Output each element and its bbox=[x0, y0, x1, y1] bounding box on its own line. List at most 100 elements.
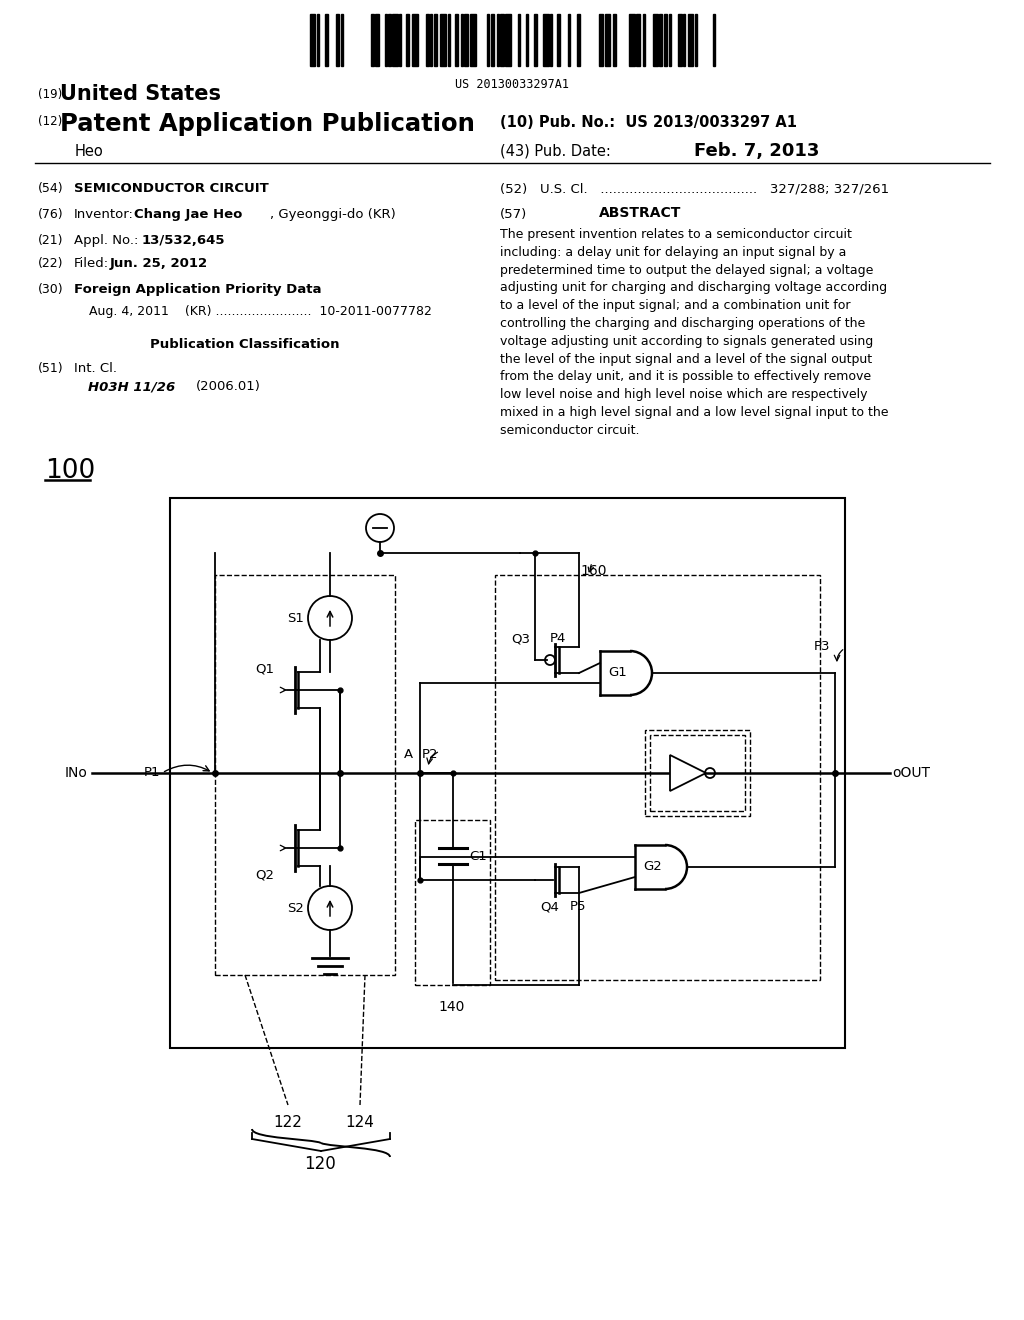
Text: (52)   U.S. Cl.   ......................................   327/288; 327/261: (52) U.S. Cl. ..........................… bbox=[500, 182, 889, 195]
Text: S1: S1 bbox=[287, 611, 304, 624]
Bar bbox=[629, 15, 635, 66]
Bar bbox=[170, 498, 845, 1048]
Text: (22): (22) bbox=[38, 257, 63, 271]
Text: P5: P5 bbox=[570, 900, 587, 913]
Text: 13/532,645: 13/532,645 bbox=[142, 234, 225, 247]
Text: Publication Classification: Publication Classification bbox=[150, 338, 340, 351]
Text: 140: 140 bbox=[439, 1001, 465, 1014]
Bar bbox=[688, 15, 693, 66]
Text: (54): (54) bbox=[38, 182, 63, 195]
Bar bbox=[426, 15, 429, 66]
Text: C1: C1 bbox=[469, 850, 486, 862]
Bar bbox=[500, 15, 504, 66]
Text: , Gyeonggi-do (KR): , Gyeonggi-do (KR) bbox=[270, 209, 395, 220]
Bar bbox=[636, 15, 640, 66]
Text: 100: 100 bbox=[45, 458, 95, 484]
Text: Feb. 7, 2013: Feb. 7, 2013 bbox=[694, 143, 819, 160]
Text: Q2: Q2 bbox=[256, 869, 274, 880]
Text: Chang Jae Heo: Chang Jae Heo bbox=[134, 209, 243, 220]
Bar bbox=[325, 15, 328, 66]
Text: Filed:: Filed: bbox=[74, 257, 110, 271]
Text: (51): (51) bbox=[38, 362, 63, 375]
Text: (76): (76) bbox=[38, 209, 63, 220]
Text: S2: S2 bbox=[287, 902, 304, 915]
Bar bbox=[310, 15, 315, 66]
Bar bbox=[550, 15, 552, 66]
Bar bbox=[415, 820, 490, 985]
Text: (2006.01): (2006.01) bbox=[196, 380, 261, 393]
Bar bbox=[577, 15, 580, 66]
Bar bbox=[664, 15, 667, 66]
Text: H03H 11/26: H03H 11/26 bbox=[88, 380, 175, 393]
Text: 122: 122 bbox=[273, 1115, 302, 1130]
Bar bbox=[645, 730, 750, 816]
Text: (43) Pub. Date:: (43) Pub. Date: bbox=[500, 144, 611, 158]
Bar bbox=[455, 15, 458, 66]
Bar bbox=[613, 15, 616, 66]
Text: (10) Pub. No.:  US 2013/0033297 A1: (10) Pub. No.: US 2013/0033297 A1 bbox=[500, 115, 797, 129]
Bar bbox=[518, 15, 520, 66]
Bar bbox=[388, 15, 391, 66]
Bar bbox=[215, 576, 395, 975]
Bar bbox=[653, 15, 658, 66]
Text: Q1: Q1 bbox=[256, 663, 274, 675]
Bar bbox=[464, 15, 468, 66]
Text: (19): (19) bbox=[38, 88, 62, 102]
Bar bbox=[713, 15, 715, 66]
Bar bbox=[505, 15, 511, 66]
Bar bbox=[430, 15, 432, 66]
Text: oOUT: oOUT bbox=[892, 766, 930, 780]
Bar bbox=[434, 15, 437, 66]
Bar bbox=[487, 15, 489, 66]
Text: 120: 120 bbox=[304, 1155, 336, 1173]
Bar bbox=[659, 15, 662, 66]
Text: INo: INo bbox=[66, 766, 88, 780]
Text: Heo: Heo bbox=[75, 144, 103, 158]
Text: Aug. 4, 2011    (KR) ........................  10-2011-0077782: Aug. 4, 2011 (KR) ......................… bbox=[89, 305, 432, 318]
Text: P2: P2 bbox=[422, 748, 438, 762]
Polygon shape bbox=[670, 755, 706, 791]
Text: Q3: Q3 bbox=[511, 632, 530, 645]
Bar bbox=[461, 15, 463, 66]
Text: 160: 160 bbox=[580, 564, 606, 578]
Bar bbox=[392, 15, 398, 66]
Text: ABSTRACT: ABSTRACT bbox=[599, 206, 681, 220]
Bar bbox=[399, 15, 401, 66]
Text: (12): (12) bbox=[38, 115, 62, 128]
Bar bbox=[336, 15, 339, 66]
Bar bbox=[371, 15, 374, 66]
Bar bbox=[643, 15, 645, 66]
Bar bbox=[385, 15, 387, 66]
Text: Jun. 25, 2012: Jun. 25, 2012 bbox=[110, 257, 208, 271]
Text: (30): (30) bbox=[38, 282, 63, 296]
Text: US 20130033297A1: US 20130033297A1 bbox=[455, 78, 569, 91]
Text: (57): (57) bbox=[500, 209, 527, 220]
Bar bbox=[490, 15, 494, 66]
Bar bbox=[605, 15, 610, 66]
Text: 124: 124 bbox=[345, 1115, 375, 1130]
Text: G2: G2 bbox=[644, 861, 663, 874]
Bar bbox=[495, 576, 820, 979]
Text: Appl. No.:: Appl. No.: bbox=[74, 234, 142, 247]
Bar bbox=[375, 15, 379, 66]
Text: (21): (21) bbox=[38, 234, 63, 247]
Text: SEMICONDUCTOR CIRCUIT: SEMICONDUCTOR CIRCUIT bbox=[74, 182, 268, 195]
Text: Inventor:: Inventor: bbox=[74, 209, 134, 220]
Bar bbox=[534, 15, 537, 66]
Text: Foreign Application Priority Data: Foreign Application Priority Data bbox=[74, 282, 322, 296]
Bar bbox=[669, 15, 671, 66]
Text: A: A bbox=[403, 748, 413, 762]
Bar bbox=[317, 15, 319, 66]
Text: P4: P4 bbox=[550, 632, 566, 645]
Bar bbox=[695, 15, 697, 66]
Bar bbox=[683, 15, 685, 66]
Bar bbox=[568, 15, 570, 66]
Bar bbox=[557, 15, 560, 66]
Text: P1: P1 bbox=[143, 767, 160, 780]
Text: Patent Application Publication: Patent Application Publication bbox=[60, 112, 475, 136]
Bar bbox=[470, 15, 476, 66]
Text: G1: G1 bbox=[608, 667, 628, 680]
Text: United States: United States bbox=[60, 84, 221, 104]
Bar bbox=[440, 15, 446, 66]
Text: Int. Cl.: Int. Cl. bbox=[74, 362, 117, 375]
